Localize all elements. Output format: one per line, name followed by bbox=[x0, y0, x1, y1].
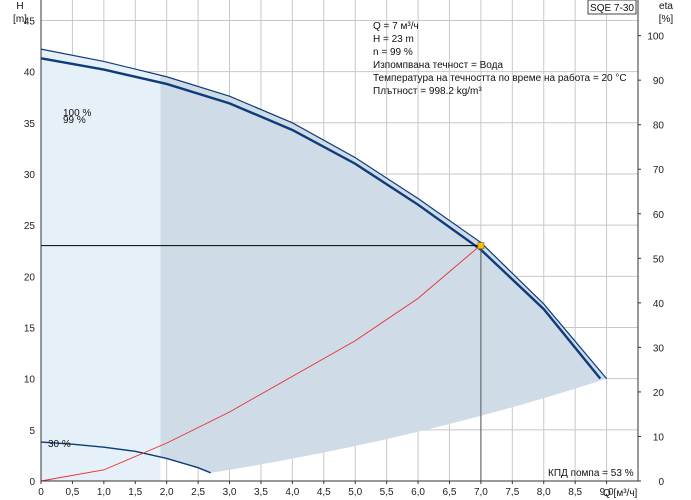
x-tick-label-6: 3,0 bbox=[223, 487, 237, 498]
y-right-tick-label-4: 40 bbox=[653, 299, 665, 310]
x-tick-label-2: 1,0 bbox=[97, 487, 111, 498]
y-left-tick-label-5: 25 bbox=[24, 221, 36, 232]
x-tick-label-14: 7,0 bbox=[474, 487, 488, 498]
axes: 0 0,5 1,0 1,5 2,0 2,5 3,0 3,5 4,0 4,5 5,0 5,5 6,0 6,5… bbox=[24, 0, 665, 498]
info-line-6: Плътност = 998.2 kg/m³ bbox=[373, 86, 482, 97]
y-right-tick-label-8: 80 bbox=[653, 121, 665, 132]
x-tick-label-3: 1,5 bbox=[128, 487, 142, 498]
y-left-tick-label-8: 40 bbox=[24, 68, 36, 79]
efficiency-label: КПД помпа = 53 % bbox=[548, 468, 634, 479]
y-right-tick-label-2: 20 bbox=[653, 388, 665, 399]
y-right-tick-label-10: 100 bbox=[647, 32, 664, 43]
x-tick-label-17: 8,5 bbox=[568, 487, 582, 498]
x-axis-label: Q [м³/ч] bbox=[603, 488, 638, 499]
curves bbox=[40, 48, 608, 482]
curve-label-100: 100 % bbox=[63, 108, 91, 119]
info-line-1: Q = 7 м³/ч bbox=[373, 21, 419, 32]
y-right-label: eta bbox=[659, 1, 673, 12]
chart-title-box bbox=[587, 0, 637, 15]
y-left-tick-label-6: 30 bbox=[24, 170, 36, 181]
y-left-tick-label-2: 10 bbox=[24, 375, 36, 386]
y-left-tick-label-7: 35 bbox=[24, 119, 36, 130]
series-line-0 bbox=[40, 48, 608, 380]
y-right-tick-label-3: 30 bbox=[653, 343, 665, 354]
x-tick-label-9: 4,5 bbox=[317, 487, 331, 498]
y-left-label: H bbox=[16, 1, 23, 12]
y-right-tick-label-6: 60 bbox=[653, 210, 665, 221]
info-line-5: Температура на течността по време на раб… bbox=[373, 72, 627, 84]
x-tick-label-4: 2,0 bbox=[160, 487, 174, 498]
operating-point bbox=[477, 242, 485, 250]
y-left-tick-label-1: 5 bbox=[29, 426, 35, 437]
y-right-tick-label-7: 70 bbox=[653, 165, 665, 176]
y-left-tick-label-3: 15 bbox=[24, 323, 36, 334]
x-tick-label-10: 5,0 bbox=[348, 487, 362, 498]
x-tick-label-13: 6,5 bbox=[443, 487, 457, 498]
info-line-3: n = 99 % bbox=[373, 47, 413, 58]
region-dark bbox=[160, 75, 607, 473]
y-right-tick-label-0: 0 bbox=[658, 477, 664, 488]
operating-region bbox=[41, 49, 607, 481]
series-line-1 bbox=[40, 57, 602, 380]
series-line-3 bbox=[40, 244, 482, 482]
x-tick-label-16: 8,0 bbox=[537, 487, 551, 498]
x-tick-label-8: 4,0 bbox=[285, 487, 299, 498]
x-tick-label-12: 6,0 bbox=[411, 487, 425, 498]
y-left-tick-label-4: 20 bbox=[24, 272, 36, 283]
y-right-tick-label-1: 10 bbox=[653, 432, 665, 443]
y-left-tick-label-9: 45 bbox=[24, 16, 36, 27]
info-line-2: H = 23 m bbox=[373, 34, 414, 45]
y-right-unit: [%] bbox=[659, 14, 674, 25]
chart-title: SQE 7-30 bbox=[590, 3, 634, 14]
x-tick-label-15: 7,5 bbox=[505, 487, 519, 498]
x-tick-label-5: 2,5 bbox=[191, 487, 205, 498]
info-line-4: Изпомпвана течност = Вода bbox=[373, 60, 503, 71]
y-left-tick-label-0: 0 bbox=[29, 477, 35, 488]
x-tick-label-11: 5,5 bbox=[380, 487, 394, 498]
curve-label-99: 99 % bbox=[63, 115, 86, 126]
x-tick-label-0: 0 bbox=[38, 487, 44, 498]
y-right-tick-label-5: 50 bbox=[653, 254, 665, 265]
curve-label-30: 30 % bbox=[48, 439, 71, 450]
y-left-unit: [m] bbox=[13, 14, 27, 25]
x-tick-label-18: 9,0 bbox=[600, 487, 614, 498]
region-light bbox=[41, 49, 161, 481]
x-tick-label-7: 3,5 bbox=[254, 487, 268, 498]
chart-text: H [m] eta [%] Q [м³/ч] SQE 7-30 Q = 7 м³… bbox=[13, 0, 673, 499]
series-line-2 bbox=[40, 441, 211, 474]
x-tick-label-1: 0,5 bbox=[65, 487, 79, 498]
y-right-tick-label-9: 90 bbox=[653, 76, 665, 87]
